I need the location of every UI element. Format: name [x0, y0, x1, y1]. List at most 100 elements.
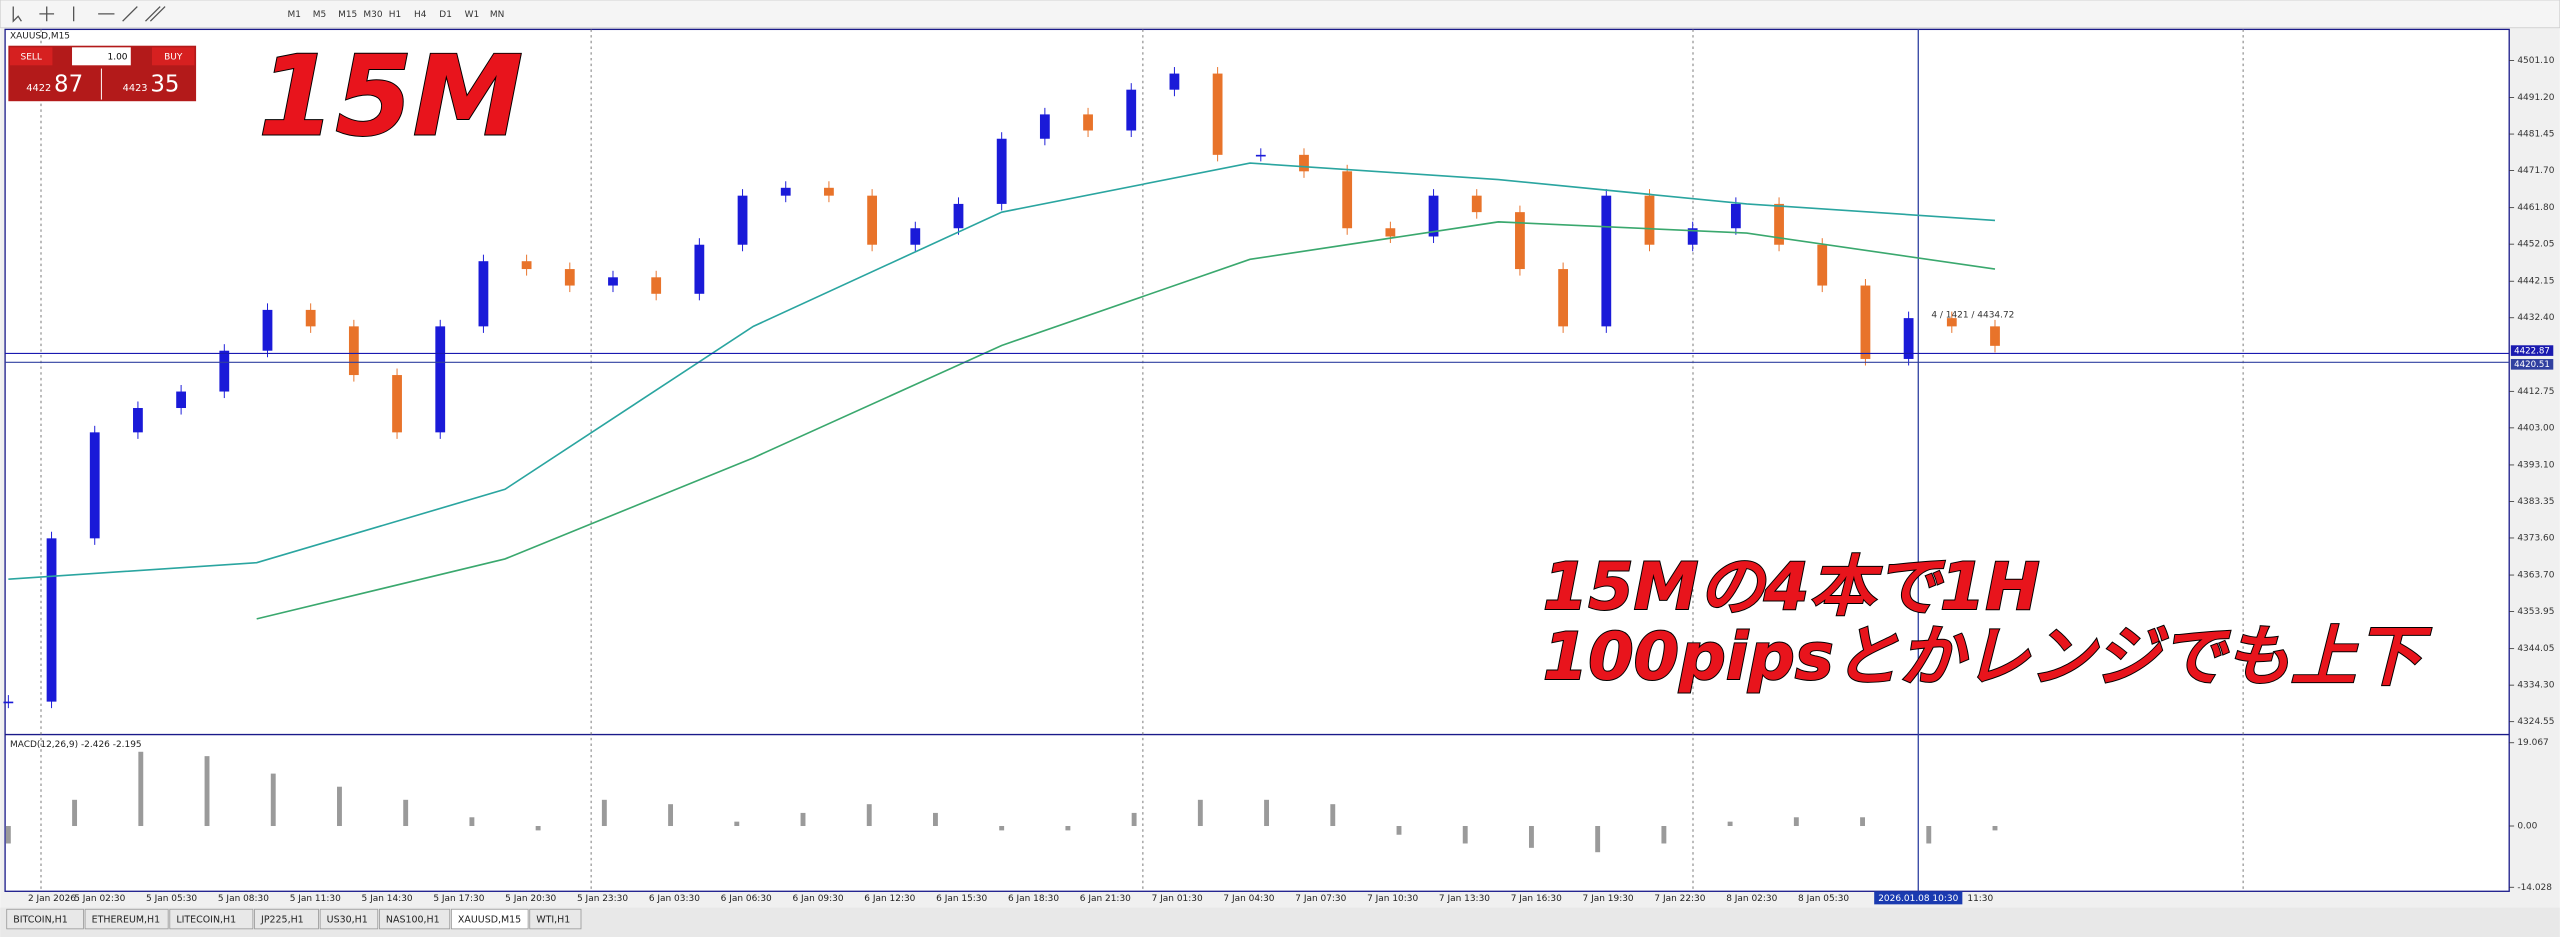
annotation-line1: 15Mの4本で1H	[1543, 549, 2040, 625]
timeframe-button[interactable]: M30	[363, 10, 382, 20]
chart-title: XAUUSD,M15	[10, 31, 70, 41]
y-tick-label: 4334.30	[2517, 681, 2554, 691]
candle	[1558, 269, 1569, 327]
tab-label: ETHEREUM,H1	[92, 914, 161, 925]
price-label-box	[2510, 359, 2554, 370]
timeframe-button[interactable]: D1	[439, 10, 452, 20]
x-tick-label: 6 Jan 12:30	[864, 894, 915, 904]
x-tick-label: 8 Jan 02:30	[1726, 894, 1777, 904]
chart-area	[4, 28, 2510, 892]
y-tick-label: 4432.40	[2517, 313, 2554, 323]
candle	[1342, 171, 1353, 229]
macd-tick-label: -14.028	[2517, 883, 2552, 893]
macd-bar	[1727, 821, 1733, 827]
macd-tick-label: 0.00	[2517, 822, 2537, 832]
macd-bar	[1992, 826, 1998, 831]
candle	[435, 326, 446, 433]
tab[interactable]	[169, 908, 254, 930]
tab[interactable]	[319, 908, 379, 930]
macd-bar	[1528, 826, 1534, 848]
macd-bar	[1330, 804, 1336, 827]
x-tick-label: 7 Jan 16:30	[1511, 894, 1562, 904]
candle	[392, 375, 402, 433]
x-tick-label: 7 Jan 10:30	[1367, 894, 1418, 904]
candle	[1730, 203, 1741, 229]
candle	[651, 277, 662, 294]
candle	[564, 269, 575, 286]
macd-bar	[1793, 817, 1799, 827]
trade-panel: SELL BUY 1.00 4422 87 4423 35	[8, 45, 197, 102]
moving-average	[256, 221, 1996, 620]
price-label: 4422.87	[2514, 346, 2550, 356]
candle	[1903, 318, 1914, 359]
y-tick-label: 4491.20	[2517, 93, 2554, 103]
candle	[1126, 89, 1137, 131]
y-tick-label: 4353.95	[2517, 607, 2554, 617]
price-label: 4420.51	[2514, 360, 2550, 370]
sell-button[interactable]	[9, 47, 53, 66]
candle	[219, 350, 230, 392]
x-tick-label: 6 Jan 18:30	[1008, 894, 1059, 904]
macd-bar	[469, 817, 475, 827]
period-separators	[40, 29, 2244, 892]
buy-button[interactable]	[152, 47, 195, 66]
candle	[262, 309, 273, 351]
y-tick-label: 4412.75	[2517, 387, 2554, 397]
macd-bar	[1926, 826, 1932, 844]
cursor-icon[interactable]	[12, 6, 22, 23]
macd-bar	[204, 756, 210, 827]
macd-bar	[933, 812, 938, 827]
x-tick-label: 5 Jan 17:30	[433, 894, 484, 904]
timeframe-button[interactable]: M15	[338, 10, 357, 20]
x-tick-label: 7 Jan 01:30	[1152, 894, 1203, 904]
lots: 1.00	[108, 53, 128, 63]
macd-bar	[1860, 817, 1865, 827]
x-tick-label: 5 Jan 05:30	[146, 894, 197, 904]
timeframe-button[interactable]: H4	[414, 10, 427, 20]
tab[interactable]	[529, 908, 582, 930]
candle	[1083, 114, 1093, 131]
timeframe-button[interactable]: MN	[490, 10, 504, 20]
tab[interactable]	[378, 908, 451, 930]
tab[interactable]	[450, 908, 529, 930]
crosshair-icon[interactable]	[39, 6, 55, 22]
buy-price-pips: 35	[150, 71, 179, 97]
buy-label: BUY	[164, 53, 183, 63]
tab-label: NAS100,H1	[386, 914, 440, 925]
macd-bar	[5, 826, 11, 844]
y-tick-label: 4324.55	[2517, 717, 2554, 727]
macd-bar	[1065, 826, 1071, 831]
tab-label: JP225,H1	[260, 914, 304, 925]
timeframe-button[interactable]: H1	[389, 10, 401, 20]
candle	[176, 391, 187, 409]
macd-bar	[337, 786, 342, 827]
timeframe-button[interactable]: M5	[313, 10, 326, 20]
candle	[46, 538, 57, 702]
macd-bar	[403, 799, 409, 827]
candle	[133, 408, 143, 433]
candle	[1428, 195, 1439, 237]
candle	[1385, 228, 1396, 237]
lots-input[interactable]	[72, 47, 131, 66]
macd-bar	[138, 751, 144, 827]
x-tick-label: 5 Jan 20:30	[505, 894, 556, 904]
candle	[608, 277, 618, 286]
tab[interactable]	[84, 908, 169, 930]
y-tick-label: 4383.35	[2517, 497, 2554, 507]
candle	[1212, 73, 1223, 155]
x-tick-label: 7 Jan 22:30	[1654, 894, 1705, 904]
candle	[996, 138, 1007, 204]
y-tick-label: 4403.00	[2517, 423, 2554, 433]
timeframe-button[interactable]: M1	[287, 10, 300, 20]
candle	[694, 244, 705, 294]
tab[interactable]	[254, 908, 319, 930]
tab-label: BITCOIN,H1	[13, 914, 68, 925]
macd-bar	[1396, 826, 1402, 835]
candle	[521, 261, 532, 270]
sell-price-main: 4422	[26, 83, 51, 94]
y-tick-label: 4471.70	[2517, 166, 2554, 176]
y-tick-label: 4344.05	[2517, 644, 2554, 654]
line-tools[interactable]	[73, 6, 166, 22]
timeframe-button[interactable]: W1	[465, 10, 480, 20]
tab[interactable]	[6, 908, 84, 930]
